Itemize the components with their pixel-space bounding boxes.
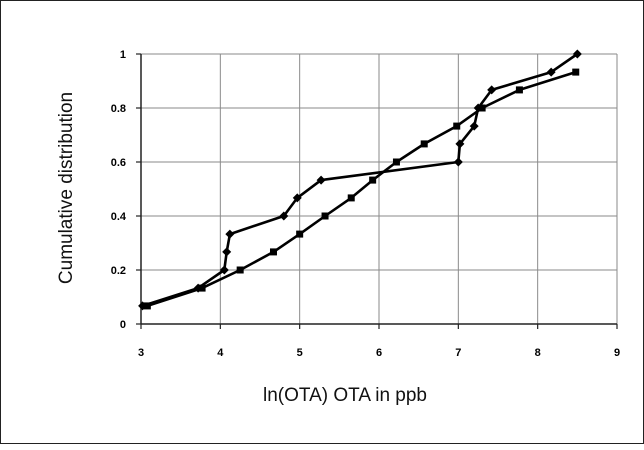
x-tick-label: 3 [138,347,144,359]
square-marker [321,212,329,220]
diamond-marker [487,85,497,95]
series-1 [138,49,582,311]
series-2 [143,68,580,310]
square-marker [572,68,580,76]
diamond-marker [469,121,479,131]
diamond-marker [572,49,582,59]
x-tick-label: 8 [535,347,541,359]
x-axis-title: ln(OTA) OTA in ppb [263,385,427,406]
diamond-marker [279,211,289,221]
square-marker [392,158,400,166]
grid [140,53,618,325]
square-marker [143,302,151,310]
y-tick-label: 1 [120,49,126,61]
series-layer [138,49,582,311]
square-marker [269,248,277,256]
y-axis-title: Cumulative distribution [56,92,77,284]
diamond-marker [316,175,326,185]
diamond-marker [455,139,465,149]
y-tick-label: 0.4 [111,211,127,223]
y-tick-label: 0 [120,319,126,331]
square-marker [296,230,304,238]
x-tick-label: 4 [217,347,224,359]
diamond-marker [453,157,463,167]
series-line [142,52,579,308]
square-marker [478,104,486,112]
x-tick-label: 5 [297,347,303,359]
diamond-marker [219,265,229,275]
square-marker [369,176,377,184]
y-tick-label: 0.8 [111,103,126,115]
diamond-marker [292,193,302,203]
axes [136,53,618,329]
series-line [146,70,577,308]
y-tick-label: 0.6 [111,157,126,169]
diamond-marker [225,229,235,239]
square-marker [453,122,461,130]
diamond-marker [546,67,556,77]
square-marker [236,266,244,274]
square-marker [198,284,206,292]
tick-labels: 3 4 5 6 7 8 9 0 0.2 0.4 0.6 0.8 1 [111,49,620,359]
square-marker [420,140,428,148]
y-tick-label: 0.2 [111,265,126,277]
square-marker [347,194,355,202]
x-tick-label: 6 [376,347,382,359]
diamond-marker [222,247,232,257]
square-marker [515,86,523,94]
x-tick-label: 7 [455,347,461,359]
x-tick-label: 9 [614,347,620,359]
